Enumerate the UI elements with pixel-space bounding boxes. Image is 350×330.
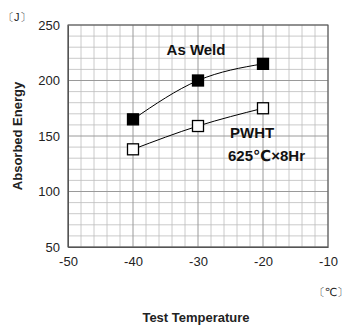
y-tick-label: 50 [46,240,60,255]
y-tick: 100 [38,184,68,199]
series-marker [128,144,139,155]
series-marker [193,75,204,86]
y-tick-label: 100 [38,184,60,199]
series-label: PWHT 625℃×8Hr [228,124,305,164]
y-axis-title: Absorbed Energy [10,81,25,190]
x-tick: -30 [189,247,208,269]
x-tick: -20 [254,247,273,269]
y-tick: 200 [38,73,68,88]
y-tick-label: 250 [38,18,60,33]
series-label-line: PWHT [230,124,274,141]
grid-line [68,191,328,192]
x-tick: -50 [59,247,78,269]
x-tick-label: -10 [319,254,338,269]
x-axis-unit: 〔℃〕 [314,286,348,298]
y-axis: 50 100 150 200 250 [38,18,68,255]
x-tick-label: -40 [124,254,143,269]
y-tick: 50 [46,240,68,255]
series-label: As Weld [167,41,226,58]
x-tick-label: -30 [189,254,208,269]
series-line [133,64,263,120]
x-tick-label: -20 [254,254,273,269]
series-marker [128,114,139,125]
x-tick: -40 [124,247,143,269]
y-axis-unit: 〔J〕 [3,11,31,23]
x-axis-title: Test Temperature [142,310,249,325]
plot-frame [68,25,328,247]
plot-background [68,25,328,247]
grid [68,25,328,247]
y-tick: 250 [38,18,68,33]
series-label-line: 625℃×8Hr [228,147,305,164]
series-marker [258,103,269,114]
series-marker [258,58,269,69]
y-tick: 150 [38,129,68,144]
series-marker [193,121,204,132]
grid-line [68,136,328,137]
x-tick: -10 [319,247,338,269]
y-tick-label: 150 [38,129,60,144]
x-axis: -50 -40 -30 -20 -10 [59,247,338,269]
chart: -50 -40 -30 -20 -10 50 100 150 200 250 As Weld PWHT… [0,0,350,330]
y-tick-label: 200 [38,73,60,88]
x-tick-label: -50 [59,254,78,269]
